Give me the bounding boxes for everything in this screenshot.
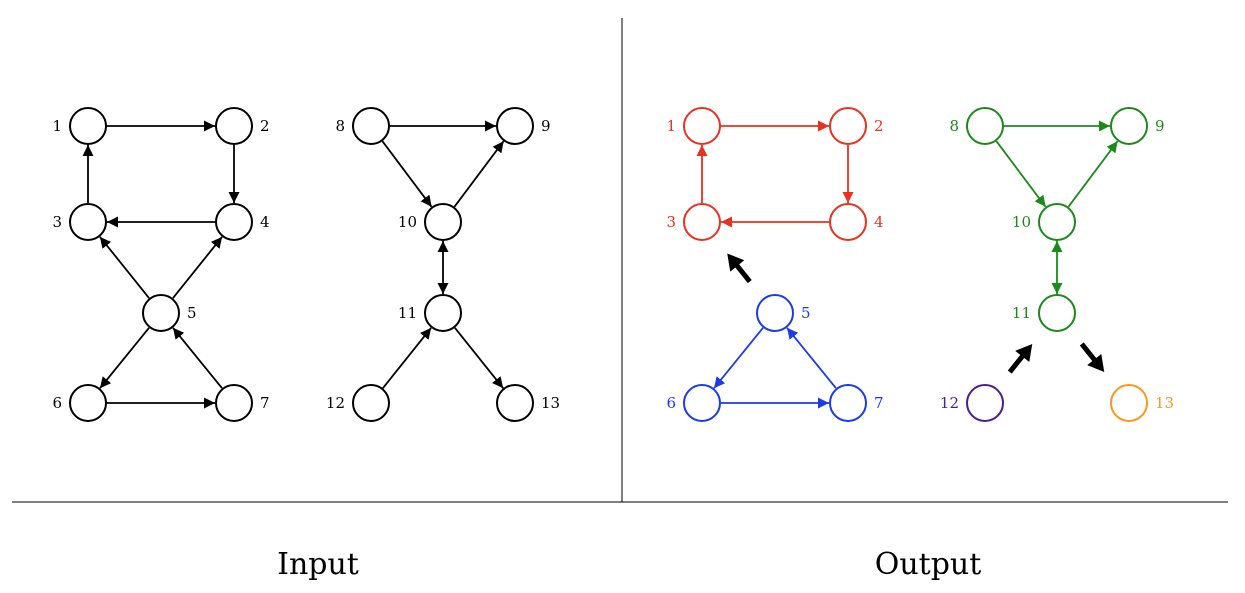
node-10 (1038, 203, 1076, 241)
node-2 (215, 107, 253, 145)
node-label-11: 11 (1012, 304, 1031, 322)
node-3 (683, 203, 721, 241)
node-label-6: 6 (52, 394, 62, 412)
node-label-9: 9 (1155, 117, 1165, 135)
input-caption: Input (277, 547, 359, 582)
node-4 (829, 203, 867, 241)
node-6 (683, 384, 721, 422)
node-7 (215, 384, 253, 422)
node-label-6: 6 (666, 394, 676, 412)
node-label-8: 8 (335, 117, 345, 135)
output-caption: Output (875, 547, 982, 582)
node-label-12: 12 (326, 394, 345, 412)
edge-5-to-3 (99, 236, 150, 299)
condensation-arrow-12-to-11 (1007, 343, 1033, 374)
node-9 (1110, 107, 1148, 145)
node-5 (142, 294, 180, 332)
node-label-5: 5 (801, 304, 811, 322)
node-label-13: 13 (1155, 394, 1174, 412)
node-11 (424, 294, 462, 332)
node-5 (756, 294, 794, 332)
node-label-13: 13 (541, 394, 560, 412)
node-9 (496, 107, 534, 145)
node-label-11: 11 (398, 304, 417, 322)
condensation-arrow-5-to-3 (727, 253, 752, 284)
edge-10-to-9 (1067, 140, 1119, 208)
condensation-arrow-11-to-13 (1079, 342, 1105, 373)
node-8 (966, 107, 1004, 145)
node-12 (352, 384, 390, 422)
node-11 (1038, 294, 1076, 332)
node-label-4: 4 (260, 213, 270, 231)
edge-7-to-5 (172, 327, 223, 389)
edge-12-to-11 (382, 327, 432, 389)
edge-11-to-13 (454, 327, 504, 389)
node-3 (69, 203, 107, 241)
node-label-7: 7 (874, 394, 884, 412)
node-1 (683, 107, 721, 145)
edge-5-to-6 (713, 327, 764, 389)
node-label-10: 10 (1012, 213, 1031, 231)
edge-5-to-6 (99, 327, 150, 389)
node-6 (69, 384, 107, 422)
node-label-3: 3 (52, 213, 62, 231)
node-label-8: 8 (949, 117, 959, 135)
node-label-2: 2 (874, 117, 884, 135)
node-13 (496, 384, 534, 422)
node-2 (829, 107, 867, 145)
node-label-10: 10 (398, 213, 417, 231)
node-label-1: 1 (666, 117, 676, 135)
node-label-4: 4 (874, 213, 884, 231)
node-label-1: 1 (52, 117, 62, 135)
node-label-2: 2 (260, 117, 270, 135)
edge-7-to-5 (786, 327, 837, 389)
node-10 (424, 203, 462, 241)
node-4 (215, 203, 253, 241)
edge-8-to-10 (381, 140, 433, 208)
node-13 (1110, 384, 1148, 422)
edge-10-to-9 (453, 140, 505, 208)
node-label-12: 12 (940, 394, 959, 412)
node-label-9: 9 (541, 117, 551, 135)
edge-8-to-10 (995, 140, 1047, 208)
node-8 (352, 107, 390, 145)
node-label-7: 7 (260, 394, 270, 412)
edge-5-to-4 (172, 236, 223, 299)
node-label-5: 5 (187, 304, 197, 322)
node-1 (69, 107, 107, 145)
node-7 (829, 384, 867, 422)
node-12 (966, 384, 1004, 422)
node-label-3: 3 (666, 213, 676, 231)
